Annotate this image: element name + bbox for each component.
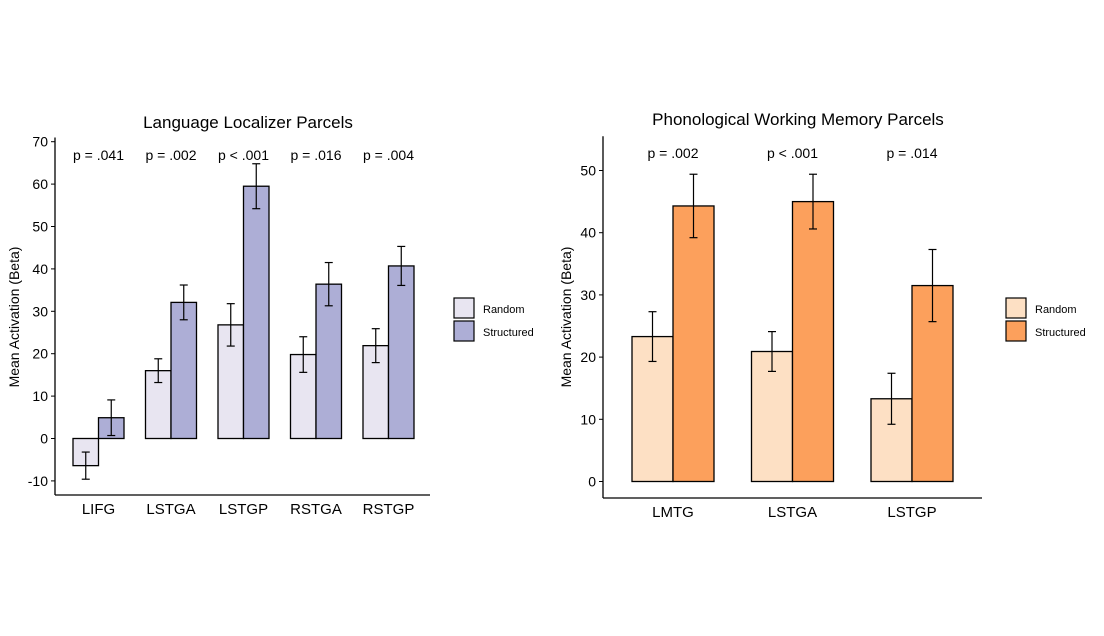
p-value-label: p < .001 [218, 147, 269, 163]
y-tick-label: 40 [32, 261, 48, 277]
bar-structured [672, 205, 715, 483]
bar-random [217, 324, 245, 440]
x-tick-label: LSTGP [887, 504, 936, 521]
bar-structured [791, 200, 835, 483]
language-localizer-chart: Language Localizer Parcels Mean Activati… [6, 113, 534, 518]
y-tick-label: 60 [32, 176, 48, 192]
y-tick-label: 50 [32, 219, 48, 235]
y-tick-label: 20 [32, 346, 48, 362]
x-tick-label: LSTGA [146, 501, 195, 518]
y-tick-label: 40 [580, 225, 596, 241]
y-tick-label: 0 [588, 474, 596, 490]
bar-structured [242, 185, 270, 440]
y-tick-label: 30 [580, 287, 596, 303]
x-tick-label: LMTG [652, 504, 694, 521]
y-axis-label: Mean Activation (Beta) [558, 247, 574, 388]
p-value-label: p = .016 [291, 147, 342, 163]
y-tick-label: 0 [40, 431, 48, 447]
bar-structured [315, 283, 343, 440]
legend-label: Random [483, 304, 525, 316]
bar-structured [387, 265, 415, 440]
legend-swatch [1005, 297, 1027, 319]
x-tick-label: LSTGA [768, 504, 817, 521]
legend-label: Structured [1035, 327, 1086, 339]
p-value-label: p = .041 [73, 147, 124, 163]
y-tick-label: 20 [580, 349, 596, 365]
y-tick-label: 30 [32, 303, 48, 319]
y-tick-label: 10 [580, 411, 596, 427]
chart-title: Phonological Working Memory Parcels [652, 110, 944, 129]
y-tick-label: -10 [28, 473, 48, 489]
x-tick-label: LSTGP [219, 501, 268, 518]
bar-structured [170, 301, 198, 440]
legend-label: Random [1035, 304, 1077, 316]
y-tick-label: 50 [580, 163, 596, 179]
x-tick-label: LIFG [82, 501, 115, 518]
legend-swatch [1005, 320, 1027, 342]
x-tick-label: RSTGA [290, 501, 342, 518]
p-value-label: p = .002 [146, 147, 197, 163]
legend-label: Structured [483, 327, 534, 339]
x-tick-label: RSTGP [363, 501, 415, 518]
legend-swatch [453, 297, 475, 319]
y-tick-label: 70 [32, 134, 48, 150]
p-value-label: p < .001 [767, 145, 818, 161]
y-axis-label: Mean Activation (Beta) [6, 247, 22, 388]
phonological-memory-chart: Phonological Working Memory Parcels Mean… [558, 110, 1086, 521]
chart-title: Language Localizer Parcels [143, 113, 353, 132]
p-value-label: p = .014 [887, 145, 938, 161]
legend-swatch [453, 320, 475, 342]
p-value-label: p = .002 [648, 145, 699, 161]
p-value-label: p = .004 [363, 147, 414, 163]
y-tick-label: 10 [32, 388, 48, 404]
